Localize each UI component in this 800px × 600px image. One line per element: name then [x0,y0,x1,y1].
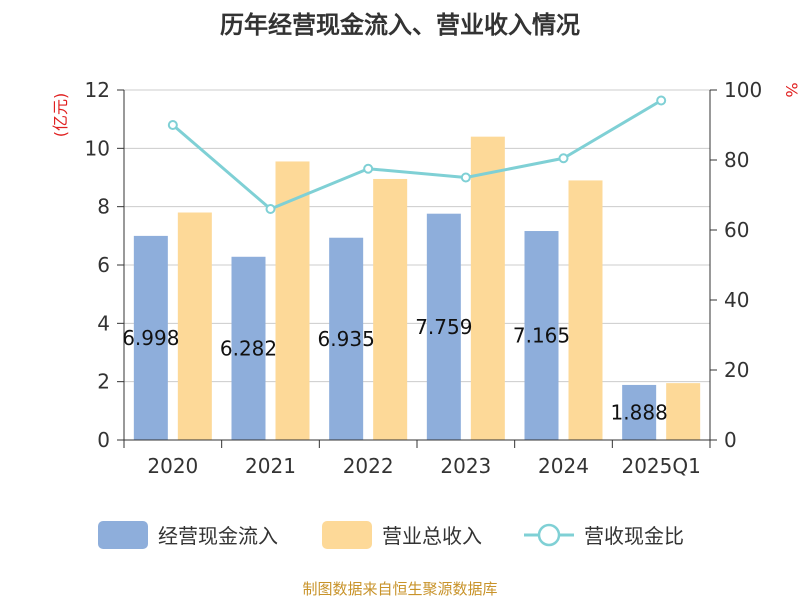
data-labels: 6.998 6.282 6.935 7.759 7.165 1.888 [122,315,668,425]
ratio-point [460,172,471,183]
x-axis-tick-label: 2025Q1 [621,454,700,478]
bar-revenue [177,212,212,440]
ratio-point [558,153,569,164]
ratio-point [656,95,667,106]
left-axis-tick-label: 12 [85,78,110,102]
right-axis-unit: % [782,82,800,97]
right-axis-tick-label: 60 [724,218,749,242]
ratio-line-path [171,99,662,211]
data-label-cash-inflow: 1.888 [611,400,668,424]
left-axis-tick-label: 8 [97,195,110,219]
source-note: 制图数据来自恒生聚源数据库 [302,580,497,598]
ratio-point [265,204,276,214]
right-axis-tick-label: 40 [724,288,749,312]
x-axis-tick-label: 2023 [440,454,491,478]
bar-revenue [275,161,310,441]
axes: 0 2 4 6 8 10 12 0 20 40 60 80 100 2020 2021 2022 2023 202… [85,78,763,478]
ratio-point [363,163,374,174]
legend-label-ratio: 营收现金比 [584,524,684,548]
chart-title: 历年经营现金流入、营业收入情况 [220,11,580,39]
data-label-cash-inflow: 6.282 [220,336,277,360]
legend-swatch-revenue [322,521,372,549]
grid-lines [124,89,710,383]
legend-swatch-cash-inflow [98,521,148,549]
x-axis-tick-label: 2022 [343,454,394,478]
data-label-cash-inflow: 7.759 [415,315,472,339]
x-axis-tick-label: 2020 [147,454,198,478]
left-axis-tick-label: 0 [97,428,110,452]
data-label-cash-inflow: 7.165 [513,324,570,348]
right-axis-tick-label: 20 [724,358,749,382]
bar-cash-inflow [524,231,559,440]
bar-cash-inflow [133,235,168,440]
legend-swatch-ratio-marker [537,523,561,547]
left-axis-tick-label: 4 [97,311,110,335]
right-axis-tick-label: 100 [724,78,762,102]
bar-revenue [568,180,603,440]
x-axis-tick-label: 2024 [538,454,589,478]
bar-revenue [373,178,408,441]
bar-revenue [470,136,505,440]
bar-cash-inflow [329,237,364,440]
left-axis-unit: (亿元) [51,93,70,138]
left-axis-tick-label: 6 [97,253,110,277]
legend: 经营现金流入 营业总收入 营收现金比 [98,521,684,549]
ratio-line [167,95,667,214]
legend-label-cash-inflow: 经营现金流入 [158,524,278,548]
right-axis-tick-label: 0 [724,428,737,452]
bar-cash-inflow [231,256,266,440]
legend-label-revenue: 营业总收入 [382,524,482,548]
bars [133,136,701,441]
x-axis-tick-label: 2021 [245,454,296,478]
bar-revenue [666,383,701,440]
data-label-cash-inflow: 6.998 [122,326,179,350]
data-label-cash-inflow: 6.935 [318,327,375,351]
bar-cash-inflow [426,213,461,440]
bar-cash-inflow [622,384,657,440]
ratio-point [167,120,178,130]
left-axis-tick-label: 10 [85,136,110,160]
right-axis-tick-label: 80 [724,148,749,172]
left-axis-tick-label: 2 [97,370,110,394]
